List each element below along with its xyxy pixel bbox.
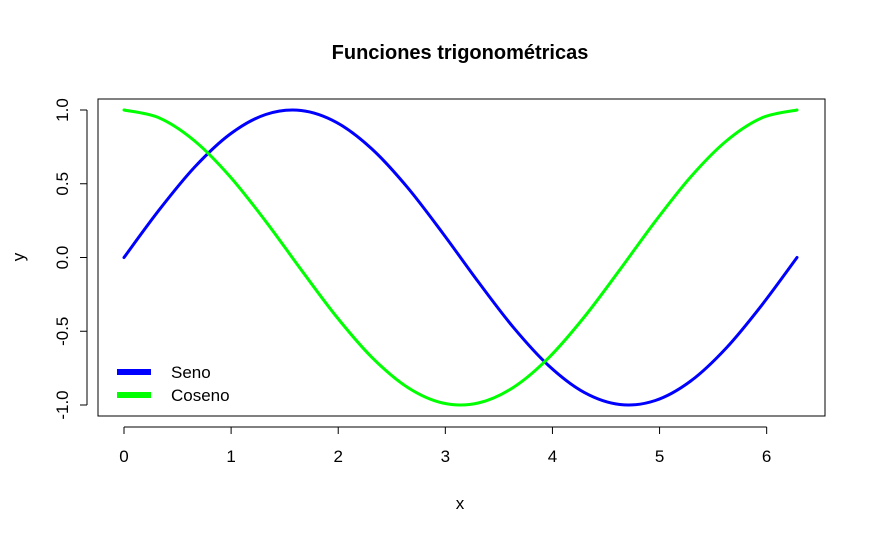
x-axis: 0 1 2 3 4 5 6: [119, 426, 771, 466]
series-line-coseno: [122, 108, 799, 407]
y-tick-label: 1.0: [53, 98, 72, 122]
y-tick-label: 0.5: [53, 172, 72, 196]
x-axis-label: x: [456, 494, 465, 513]
y-tick-label: -0.5: [53, 317, 72, 346]
x-tick-label: 6: [762, 447, 771, 466]
x-tick-label: 2: [333, 447, 342, 466]
x-tick-label: 3: [441, 447, 450, 466]
x-tick-label: 0: [119, 447, 128, 466]
y-tick-label: 0.0: [53, 246, 72, 270]
series-line-seno: [122, 108, 799, 407]
y-axis: -1.0 -0.5 0.0 0.5 1.0: [53, 98, 88, 420]
legend-label-coseno: Coseno: [171, 386, 230, 405]
x-tick-label: 1: [226, 447, 235, 466]
y-axis-label: y: [9, 252, 28, 261]
chart-title: Funciones trigonométricas: [332, 42, 589, 64]
x-tick-label: 4: [548, 447, 557, 466]
legend: Seno Coseno: [117, 363, 230, 405]
series-layer: [122, 108, 799, 407]
x-tick-label: 5: [655, 447, 664, 466]
plot-area-border: [97, 98, 826, 417]
y-tick-label: -1.0: [53, 390, 72, 419]
legend-label-seno: Seno: [171, 363, 211, 382]
